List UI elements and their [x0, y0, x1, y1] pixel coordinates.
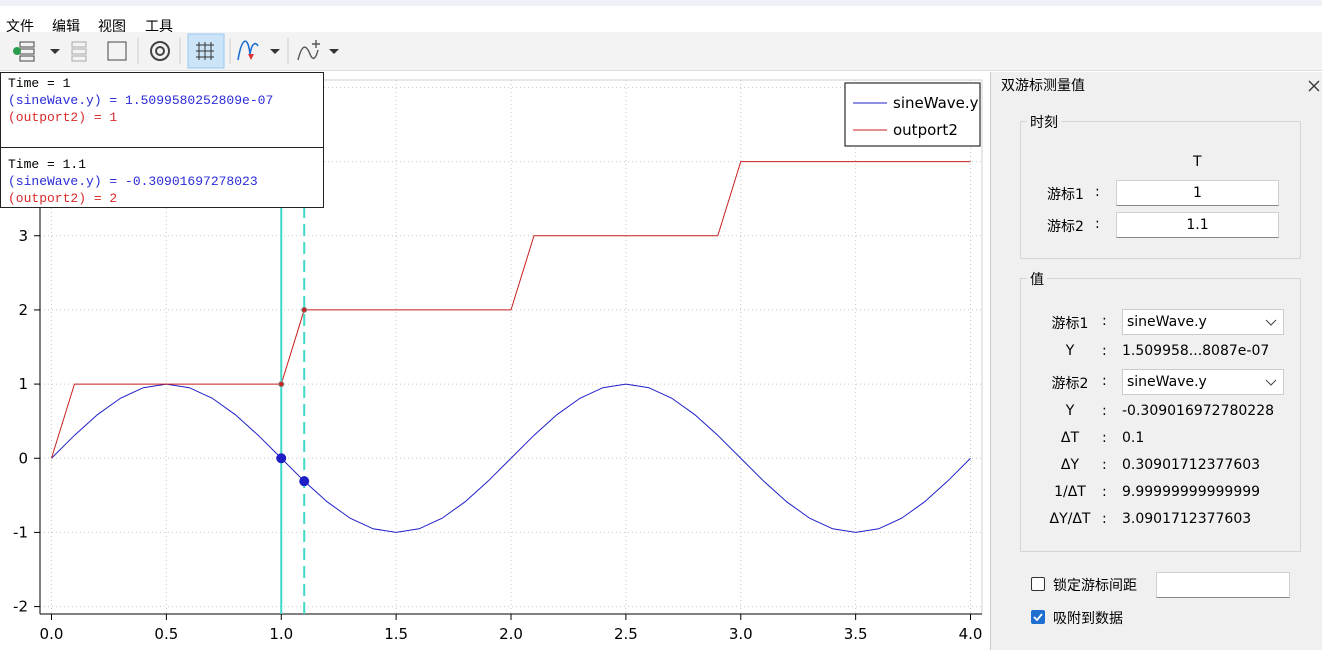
toolbar — [0, 32, 1322, 71]
checkbox[interactable] — [1031, 577, 1045, 591]
y-tick-label: -2 — [13, 598, 28, 616]
cursor-point — [276, 453, 287, 464]
time-input[interactable]: 1 — [1116, 180, 1279, 206]
row-label: ΔY — [1060, 457, 1080, 473]
row-label: 游标2 — [1051, 376, 1089, 392]
menu-item[interactable]: 文件 — [6, 19, 34, 35]
menu-bar: 文件 编辑 视图 工具 — [0, 0, 1322, 35]
tooltip-line: (outport2) = 2 — [8, 191, 118, 206]
row-label: ΔT — [1060, 430, 1080, 446]
plot-area: -2-10123450.00.51.01.52.02.53.03.54.0sin… — [13, 78, 983, 643]
cursor-point — [299, 476, 310, 487]
remove-plot-button[interactable] — [71, 41, 87, 62]
spacing-input[interactable] — [1156, 572, 1290, 598]
tooltip-line: (sineWave.y) = 1.5099580252809e-07 — [8, 93, 274, 108]
row-label: 游标1 — [1051, 316, 1089, 332]
menu-item[interactable]: 工具 — [145, 19, 173, 35]
tooltip-line: (outport2) = 1 — [8, 110, 118, 125]
value-group — [1020, 278, 1301, 552]
zoom-button[interactable] — [150, 41, 170, 61]
row-label: Y — [1065, 403, 1075, 419]
column-header: T — [1193, 154, 1202, 170]
group-title: 值 — [1027, 269, 1047, 289]
x-tick-label: 2.0 — [499, 625, 523, 643]
row-label: 游标1 — [1047, 187, 1084, 203]
check-mark — [1033, 613, 1043, 622]
tooltip-line: Time = 1.1 — [8, 157, 87, 172]
checkbox[interactable] — [1031, 610, 1045, 624]
row-sep: : — [1102, 403, 1107, 419]
tooltip-line: (sineWave.y) = -0.30901697278023 — [8, 174, 258, 189]
x-tick-label: 3.0 — [729, 625, 753, 643]
y-tick-label: 3 — [18, 227, 28, 245]
add-plot-button[interactable] — [13, 41, 60, 62]
row-sep: : — [1102, 484, 1107, 500]
fit-button[interactable] — [107, 41, 127, 61]
cursor-button[interactable] — [237, 40, 280, 61]
row-sep: : — [1102, 343, 1107, 359]
time-input[interactable]: 1.1 — [1116, 212, 1279, 238]
legend-label: sineWave.y — [893, 94, 979, 112]
row-value: 3.0901712377603 — [1122, 511, 1252, 527]
x-tick-label: 4.0 — [959, 625, 983, 643]
y-tick-label: 0 — [18, 449, 28, 467]
row-value: 9.99999999999999 — [1122, 484, 1261, 500]
row-sep: : — [1095, 216, 1100, 232]
x-tick-label: 1.5 — [384, 625, 408, 643]
row-sep: : — [1102, 313, 1107, 329]
series-line — [51, 161, 971, 459]
cursor-tooltip: Time = 1.1 (sineWave.y) = -0.309016972780… — [0, 147, 324, 208]
measurement-panel: 双游标测量值 时刻 T 值 锁定游标间距 吸附到数据 游标1:1 游标2:1.1 游… — [990, 72, 1322, 650]
legend — [844, 82, 981, 147]
series-line — [51, 383, 971, 533]
row-value: 1.509958...8087e-07 — [1122, 343, 1270, 359]
row-label: 游标2 — [1047, 219, 1084, 235]
y-tick-label: 1 — [18, 375, 28, 393]
toolbar-icons — [13, 33, 339, 69]
row-sep: : — [1102, 511, 1107, 527]
panel-title: 双游标测量值 — [1001, 78, 1085, 94]
grid-toggle-button[interactable] — [187, 33, 225, 69]
row-value: 0.1 — [1122, 430, 1145, 446]
menu-item[interactable]: 视图 — [98, 19, 126, 35]
x-tick-label: 0.0 — [40, 625, 64, 643]
row-label: 1/ΔT — [1054, 484, 1086, 500]
row-label: ΔY/ΔT — [1049, 511, 1091, 527]
cursor-point — [301, 306, 308, 313]
row-sep: : — [1102, 430, 1107, 446]
y-tick-label: 2 — [18, 301, 28, 319]
x-tick-label: 2.5 — [614, 625, 638, 643]
tooltip-line: Time = 1 — [8, 76, 71, 91]
row-value: 0.30901712377603 — [1122, 457, 1261, 473]
checkbox-label: 吸附到数据 — [1053, 611, 1123, 627]
combo-arrow — [1265, 319, 1277, 326]
cursor-tooltip: Time = 1 (sineWave.y) = 1.5099580252809e-… — [0, 72, 324, 148]
menu-item[interactable]: 编辑 — [52, 19, 80, 35]
row-label: Y — [1065, 343, 1075, 359]
x-tick-label: 0.5 — [154, 625, 178, 643]
checkbox-label: 锁定游标间距 — [1053, 578, 1137, 594]
add-curve-button[interactable] — [297, 40, 339, 61]
y-tick-label: -1 — [13, 523, 28, 541]
group-title: 时刻 — [1027, 112, 1061, 132]
close-button[interactable] — [1308, 80, 1320, 92]
time-group — [1020, 121, 1301, 259]
row-value: -0.309016972780228 — [1122, 403, 1275, 419]
series-combo[interactable]: sineWave.y — [1122, 309, 1284, 335]
cursor-point — [278, 381, 285, 388]
x-tick-label: 3.5 — [844, 625, 868, 643]
combo-arrow — [1265, 379, 1277, 386]
x-tick-label: 1.0 — [269, 625, 293, 643]
row-sep: : — [1102, 373, 1107, 389]
legend-label: outport2 — [893, 121, 958, 139]
row-sep: : — [1095, 184, 1100, 200]
row-sep: : — [1102, 457, 1107, 473]
series-combo[interactable]: sineWave.y — [1122, 369, 1284, 395]
